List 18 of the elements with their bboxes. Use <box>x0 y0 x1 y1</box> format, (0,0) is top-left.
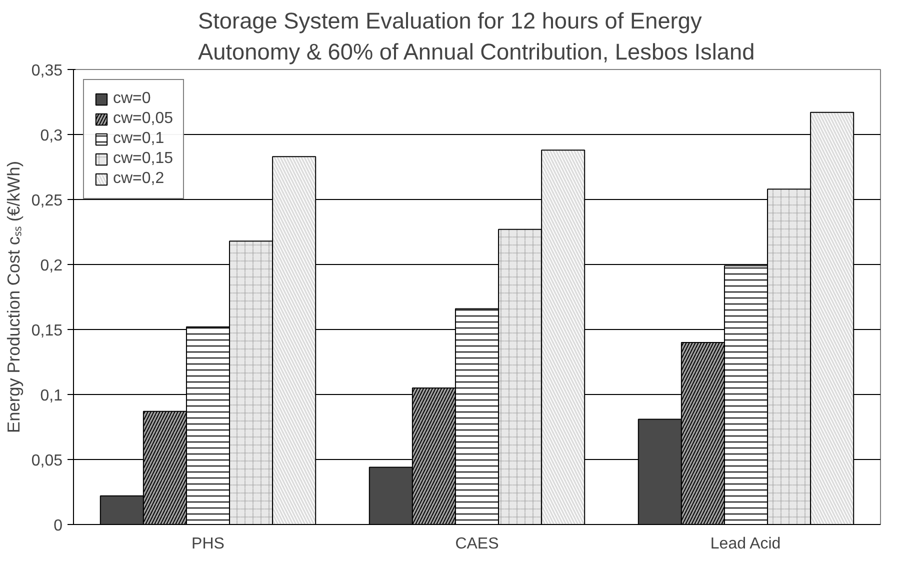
legend-label: cw=0,1 <box>113 130 164 148</box>
y-tick-label: 0,15 <box>31 322 63 340</box>
y-tick-label: 0,2 <box>40 258 63 274</box>
y-tick-label: 0,1 <box>40 388 63 404</box>
y-tick-label: 0,3 <box>40 128 63 144</box>
legend-label: cw=0 <box>113 90 151 108</box>
x-tick-label: Lead Acid <box>710 536 781 552</box>
y-tick-label: 0,25 <box>31 192 63 210</box>
y-tick-label: 0,05 <box>31 452 63 470</box>
y-tick-label: 0,35 <box>31 62 63 80</box>
legend-label: cw=0,2 <box>113 170 164 188</box>
x-tick-label: PHS <box>192 536 224 552</box>
y-axis-title: Energy Production Cost cₛₛ (€/kWh) <box>3 161 24 433</box>
legend-label: cw=0,15 <box>113 150 174 168</box>
legend-label: cw=0,05 <box>113 110 174 128</box>
x-tick-label: CAES <box>455 536 499 552</box>
chart-title: Storage System Evaluation for 12 hours of Energy Autonomy & 60% of Annual Contribution, Lesbos Island <box>198 7 755 64</box>
y-tick-label: 0 <box>54 518 63 534</box>
